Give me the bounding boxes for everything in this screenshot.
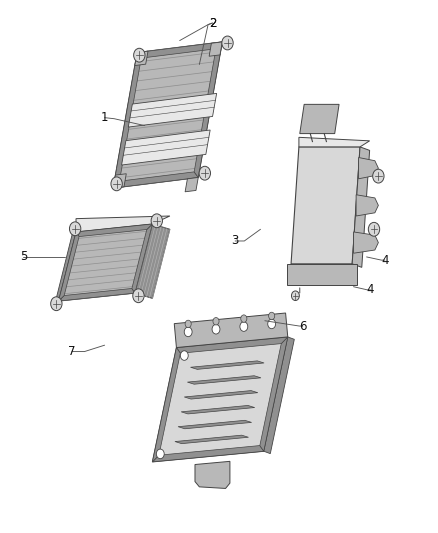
Circle shape [134, 49, 145, 62]
Polygon shape [152, 348, 180, 462]
Circle shape [70, 222, 81, 236]
Text: 7: 7 [68, 345, 76, 358]
Polygon shape [194, 42, 222, 177]
Polygon shape [59, 232, 79, 301]
Circle shape [51, 297, 62, 311]
Circle shape [151, 214, 162, 228]
Polygon shape [132, 224, 152, 293]
Polygon shape [260, 337, 288, 451]
Circle shape [368, 222, 380, 236]
Polygon shape [185, 177, 198, 192]
Circle shape [185, 320, 191, 328]
Polygon shape [59, 224, 152, 301]
Circle shape [268, 312, 275, 320]
Text: 4: 4 [367, 284, 374, 296]
Polygon shape [184, 391, 258, 399]
Polygon shape [187, 376, 261, 384]
Polygon shape [291, 147, 360, 264]
Circle shape [212, 325, 220, 334]
Text: 2: 2 [208, 17, 216, 29]
Polygon shape [264, 337, 294, 454]
Polygon shape [195, 462, 230, 488]
Circle shape [268, 319, 276, 329]
Circle shape [291, 291, 299, 301]
Polygon shape [113, 172, 198, 188]
Circle shape [180, 351, 188, 360]
Polygon shape [113, 174, 126, 188]
Circle shape [184, 327, 192, 337]
Polygon shape [353, 232, 378, 253]
Polygon shape [178, 421, 251, 429]
Polygon shape [356, 195, 378, 216]
Polygon shape [352, 147, 370, 268]
Circle shape [199, 166, 211, 180]
Polygon shape [177, 337, 288, 353]
Text: 6: 6 [299, 320, 307, 333]
Polygon shape [300, 104, 339, 134]
Polygon shape [76, 224, 152, 237]
Circle shape [240, 322, 248, 332]
Polygon shape [135, 224, 170, 298]
Polygon shape [152, 337, 288, 462]
Polygon shape [76, 216, 170, 232]
Polygon shape [209, 42, 222, 56]
Polygon shape [59, 288, 135, 301]
Circle shape [156, 449, 164, 459]
Polygon shape [299, 138, 370, 147]
Text: 3: 3 [231, 235, 239, 247]
Circle shape [213, 318, 219, 325]
Polygon shape [287, 264, 357, 285]
Polygon shape [191, 361, 264, 369]
Polygon shape [113, 42, 222, 188]
Polygon shape [122, 130, 210, 165]
Polygon shape [181, 406, 255, 414]
Circle shape [222, 36, 233, 50]
Text: 5: 5 [20, 251, 27, 263]
Polygon shape [128, 93, 217, 127]
Polygon shape [55, 232, 76, 303]
Polygon shape [359, 158, 378, 179]
Circle shape [241, 315, 247, 322]
Text: 2: 2 [208, 17, 216, 29]
Text: 4: 4 [381, 254, 389, 266]
Circle shape [133, 289, 144, 303]
Polygon shape [137, 42, 222, 58]
Polygon shape [152, 446, 264, 462]
Circle shape [373, 169, 384, 183]
Polygon shape [113, 53, 141, 188]
Polygon shape [175, 435, 248, 443]
Polygon shape [174, 313, 288, 348]
Polygon shape [135, 51, 148, 66]
Circle shape [111, 177, 122, 191]
Text: 1: 1 [101, 111, 108, 124]
